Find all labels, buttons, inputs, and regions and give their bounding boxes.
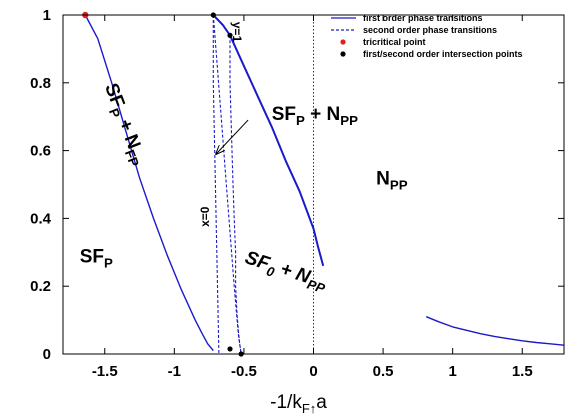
x-tick-label-3: 0	[309, 363, 317, 380]
legend-tricritical-label: tricritical point	[363, 37, 426, 47]
y-tick-label-0: 0	[43, 346, 51, 363]
x-tick-label-4: 0.5	[373, 363, 394, 380]
x-tick-label-5: 1	[448, 363, 456, 380]
second-order-line-3	[212, 15, 220, 355]
y-tick-label-2: 0.4	[30, 210, 52, 227]
region-label-4: SF0 + NPP	[241, 247, 329, 296]
curve-label-1: y=1	[230, 22, 244, 43]
legend-tricritical-swatch	[340, 39, 346, 45]
legend-background	[321, 10, 561, 68]
y-tick-label-1: 0.2	[30, 278, 51, 295]
region-label-2: NPP	[376, 169, 408, 193]
first-order-line-0	[84, 14, 214, 352]
curve-label-0: x=0	[198, 206, 212, 227]
intersection-point-3	[227, 346, 233, 352]
y-tick-label-4: 0.8	[30, 75, 51, 92]
first-order-line-2	[425, 316, 565, 346]
x-axis-label: -1/kF↑a	[270, 392, 327, 416]
legend-second-order-label: second order phase transitions	[363, 25, 497, 35]
x-tick-label-0: -1.5	[92, 363, 118, 380]
y-tick-label-5: 1	[43, 7, 51, 24]
intersection-point-2	[227, 32, 233, 38]
annotation-arrow	[216, 119, 249, 154]
first-order-line-1	[212, 14, 325, 267]
x-tick-label-6: 1.5	[512, 363, 533, 380]
x-tick-label-1: -1	[168, 363, 181, 380]
legend-first-order-label: first order phase transitions	[363, 13, 483, 23]
region-label-3: SFP	[80, 246, 113, 270]
legend-intersection-swatch	[340, 51, 346, 57]
legend-intersection-label: first/second order intersection points	[363, 49, 523, 59]
region-label-0: SFP + NFP	[97, 80, 150, 169]
region-label-1: SFP + NPP	[272, 104, 358, 128]
second-order-line-5	[229, 35, 242, 355]
x-tick-label-2: -0.5	[231, 363, 257, 380]
y-tick-label-3: 0.6	[30, 143, 51, 160]
